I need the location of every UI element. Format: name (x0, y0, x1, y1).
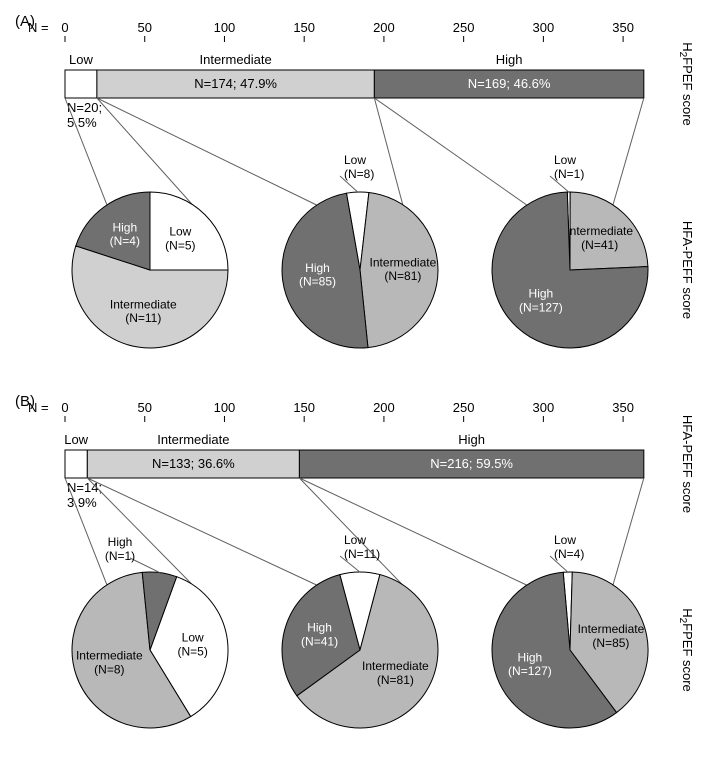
svg-text:Low(N=8): Low(N=8) (344, 153, 374, 181)
svg-text:Low(N=1): Low(N=1) (554, 153, 584, 181)
svg-text:50: 50 (137, 400, 151, 415)
svg-text:N=133; 36.6%: N=133; 36.6% (152, 456, 235, 471)
svg-text:Low(N=4): Low(N=4) (554, 533, 584, 561)
svg-text:High: High (458, 432, 485, 447)
svg-text:50: 50 (137, 20, 151, 35)
svg-text:100: 100 (214, 20, 236, 35)
svg-text:0: 0 (61, 400, 68, 415)
svg-text:HFA-PEFF score: HFA-PEFF score (680, 415, 695, 513)
svg-text:300: 300 (533, 20, 555, 35)
svg-text:100: 100 (214, 400, 236, 415)
svg-text:200: 200 (373, 20, 395, 35)
svg-text:High(N=4): High(N=4) (110, 220, 140, 248)
svg-text:HFA-PEFF score: HFA-PEFF score (680, 221, 695, 319)
svg-text:150: 150 (293, 400, 315, 415)
panel-b-svg: (B)N =050100150200250300350LowN=14;3.9%I… (10, 390, 699, 750)
svg-text:N =: N = (28, 400, 49, 415)
svg-text:350: 350 (612, 20, 634, 35)
svg-text:N=174; 47.9%: N=174; 47.9% (194, 76, 277, 91)
svg-text:High(N=1): High(N=1) (105, 535, 135, 563)
svg-text:Intermediate: Intermediate (199, 52, 271, 67)
svg-text:H2FPEF score: H2FPEF score (677, 608, 695, 692)
svg-text:0: 0 (61, 20, 68, 35)
svg-text:N=14;3.9%: N=14;3.9% (67, 480, 102, 510)
svg-text:150: 150 (293, 20, 315, 35)
panel-b: (B)N =050100150200250300350LowN=14;3.9%I… (10, 390, 709, 750)
svg-text:N=169; 46.6%: N=169; 46.6% (468, 76, 551, 91)
svg-text:N =: N = (28, 20, 49, 35)
svg-text:Low(N=5): Low(N=5) (178, 631, 208, 659)
svg-text:200: 200 (373, 400, 395, 415)
svg-text:H2FPEF score: H2FPEF score (677, 42, 695, 126)
svg-text:Low: Low (69, 52, 93, 67)
svg-text:N=216; 59.5%: N=216; 59.5% (430, 456, 513, 471)
svg-text:Low(N=5): Low(N=5) (165, 225, 195, 253)
svg-text:N=20;5.5%: N=20;5.5% (67, 100, 102, 130)
svg-text:250: 250 (453, 400, 475, 415)
svg-text:350: 350 (612, 400, 634, 415)
svg-text:High: High (496, 52, 523, 67)
panel-a-svg: (A)N =050100150200250300350LowN=20;5.5%I… (10, 10, 699, 370)
svg-text:Low(N=11): Low(N=11) (344, 533, 380, 561)
svg-text:250: 250 (453, 20, 475, 35)
svg-text:300: 300 (533, 400, 555, 415)
panel-a: (A)N =050100150200250300350LowN=20;5.5%I… (10, 10, 709, 370)
svg-text:Intermediate: Intermediate (157, 432, 229, 447)
svg-text:Low: Low (64, 432, 88, 447)
